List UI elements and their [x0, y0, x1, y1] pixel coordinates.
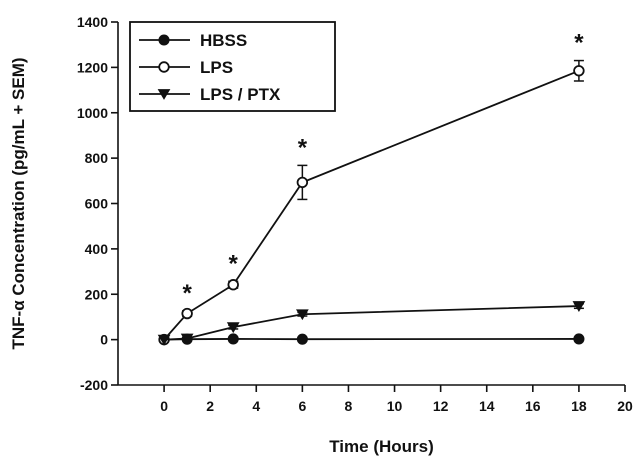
x-tick-label: 10: [387, 398, 403, 414]
data-point: [573, 65, 585, 77]
series-line: [164, 338, 579, 341]
data-point: [295, 309, 309, 321]
x-tick-label: 2: [206, 398, 214, 414]
data-point: [180, 333, 194, 345]
y-tick-label: 1200: [77, 59, 108, 75]
legend-marker: [158, 61, 170, 73]
y-tick-label: 400: [85, 241, 109, 257]
y-tick-label: 0: [100, 332, 108, 348]
series-line: [164, 305, 579, 341]
y-axis-title: TNF-α Concentration (pg/mL + SEM): [9, 57, 28, 349]
data-point: [573, 333, 585, 345]
significance-star: *: [229, 250, 239, 277]
series-layer: [157, 59, 586, 346]
y-tick-label: -200: [80, 377, 108, 393]
x-axis-title: Time (Hours): [329, 437, 434, 456]
data-point: [181, 307, 193, 320]
data-point: [157, 334, 171, 346]
data-point: [296, 333, 308, 345]
y-tick-label: 600: [85, 196, 109, 212]
x-tick-label: 6: [298, 398, 306, 414]
x-tick-label: 18: [571, 398, 587, 414]
y-tick-label: 1400: [77, 14, 108, 30]
axes: -200 0 200 400 600 800 1000 1200 1400 0 2 4 6 8 10 12 14…: [77, 14, 633, 414]
legend-marker: [158, 34, 170, 46]
x-tick-label: 8: [345, 398, 353, 414]
x-tick-label: 16: [525, 398, 541, 414]
y-tick-label: 200: [85, 286, 109, 302]
y-tick-label: 1000: [77, 105, 108, 121]
series-2: [157, 301, 586, 346]
legend-label: HBSS: [200, 31, 247, 50]
x-tick-label: 20: [617, 398, 633, 414]
legend-label: LPS: [200, 58, 233, 77]
significance-star: *: [298, 134, 308, 161]
data-point: [227, 279, 239, 291]
data-point: [296, 176, 309, 189]
legend-marker: [157, 89, 171, 100]
x-tick-label: 0: [160, 398, 168, 414]
legend: HBSS LPS LPS / PTX: [129, 21, 336, 112]
y-tick-label: 800: [85, 150, 109, 166]
x-tick-label: 12: [433, 398, 449, 414]
significance-layer: * * * *: [182, 30, 584, 307]
data-point: [227, 333, 239, 345]
significance-star: *: [574, 30, 584, 57]
data-point: [226, 322, 240, 334]
legend-label: LPS / PTX: [200, 85, 281, 104]
x-tick-label: 4: [252, 398, 260, 414]
data-point: [572, 301, 586, 312]
significance-star: *: [182, 280, 192, 307]
series-0: [158, 333, 585, 346]
x-tick-label: 14: [479, 398, 495, 414]
